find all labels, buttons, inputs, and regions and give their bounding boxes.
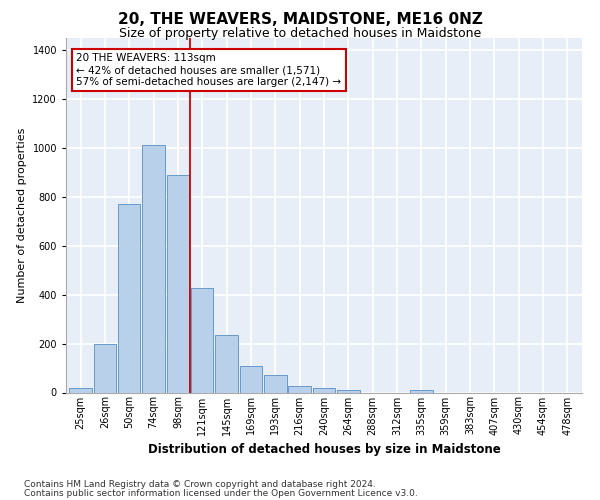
Bar <box>142 145 165 392</box>
Bar <box>94 344 116 392</box>
Bar <box>289 386 311 392</box>
Bar <box>215 335 238 392</box>
Text: Size of property relative to detached houses in Maidstone: Size of property relative to detached ho… <box>119 28 481 40</box>
Bar <box>337 390 359 392</box>
Bar <box>167 174 189 392</box>
Text: Contains HM Land Registry data © Crown copyright and database right 2024.: Contains HM Land Registry data © Crown c… <box>24 480 376 489</box>
Text: 20 THE WEAVERS: 113sqm
← 42% of detached houses are smaller (1,571)
57% of semi-: 20 THE WEAVERS: 113sqm ← 42% of detached… <box>76 54 341 86</box>
Bar <box>264 376 287 392</box>
Bar <box>410 390 433 392</box>
Bar <box>70 388 92 392</box>
Bar <box>118 204 140 392</box>
Bar <box>240 366 262 392</box>
Bar <box>313 388 335 392</box>
Bar <box>191 288 214 393</box>
Y-axis label: Number of detached properties: Number of detached properties <box>17 128 27 302</box>
X-axis label: Distribution of detached houses by size in Maidstone: Distribution of detached houses by size … <box>148 443 500 456</box>
Text: 20, THE WEAVERS, MAIDSTONE, ME16 0NZ: 20, THE WEAVERS, MAIDSTONE, ME16 0NZ <box>118 12 482 28</box>
Text: Contains public sector information licensed under the Open Government Licence v3: Contains public sector information licen… <box>24 489 418 498</box>
